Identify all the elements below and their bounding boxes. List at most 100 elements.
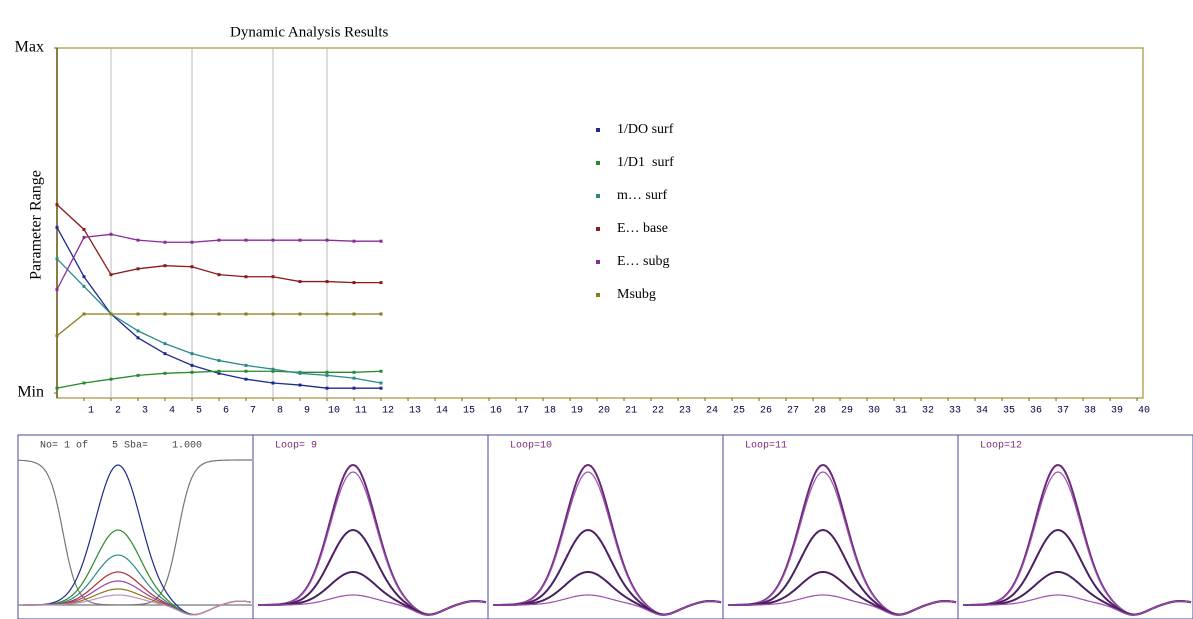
x-tick-label: 35 xyxy=(1003,406,1015,417)
x-tick-label: 18 xyxy=(544,406,556,417)
point xyxy=(190,240,194,244)
x-tick-label: 25 xyxy=(733,406,745,417)
point xyxy=(217,312,221,316)
y-tick-label: Min xyxy=(17,384,44,401)
point xyxy=(136,373,140,377)
point xyxy=(217,273,221,277)
series-line xyxy=(56,204,382,284)
point xyxy=(298,383,302,387)
preview-panel xyxy=(17,434,254,619)
point xyxy=(352,239,356,243)
preview-panel xyxy=(252,434,489,619)
x-tick-label: 7 xyxy=(250,406,256,417)
x-tick-label: 39 xyxy=(1111,406,1123,417)
point xyxy=(55,334,59,338)
x-tick-label: 16 xyxy=(490,406,502,417)
x-tick-label: 30 xyxy=(868,406,880,417)
x-tick-label: 22 xyxy=(652,406,664,417)
plot-frame xyxy=(56,47,1144,399)
point xyxy=(271,381,275,385)
point xyxy=(136,238,140,242)
point xyxy=(55,288,59,291)
point xyxy=(217,238,221,242)
point xyxy=(82,227,86,231)
point xyxy=(298,280,302,284)
point xyxy=(55,203,59,207)
point xyxy=(163,342,167,346)
point xyxy=(352,312,356,316)
point xyxy=(190,312,194,316)
x-tick-label: 20 xyxy=(598,406,610,417)
x-tick-label: 23 xyxy=(679,406,691,417)
x-tick-label: 31 xyxy=(895,406,907,417)
panel-label: Loop=10 xyxy=(510,441,552,452)
point xyxy=(190,352,194,356)
x-tick-label: 5 xyxy=(196,406,202,417)
series-line xyxy=(56,313,382,337)
x-tick-label: 6 xyxy=(223,406,229,417)
legend-label: E… base xyxy=(617,221,668,236)
point xyxy=(325,238,329,242)
legend-marker xyxy=(596,128,600,132)
point xyxy=(352,376,356,380)
point xyxy=(271,312,275,316)
point xyxy=(217,359,221,363)
point xyxy=(190,363,194,367)
x-tick-label: 21 xyxy=(625,406,637,417)
point xyxy=(109,232,113,236)
x-tick-label: 36 xyxy=(1030,406,1042,417)
point xyxy=(244,312,248,316)
x-tick-label: 15 xyxy=(463,406,475,417)
point xyxy=(352,281,356,285)
point xyxy=(379,281,383,285)
point xyxy=(379,312,383,316)
x-tick-label: 14 xyxy=(436,406,448,417)
point xyxy=(190,265,194,269)
point xyxy=(82,275,86,279)
point xyxy=(298,371,302,375)
x-tick-label: 1 xyxy=(88,406,94,417)
point xyxy=(244,275,248,279)
panel-curve xyxy=(22,594,252,616)
x-tick-label: 37 xyxy=(1057,406,1069,417)
x-tick-label: 38 xyxy=(1084,406,1096,417)
x-tick-label: 11 xyxy=(355,406,367,417)
point xyxy=(82,381,86,385)
point xyxy=(217,369,221,373)
point xyxy=(379,386,383,390)
point xyxy=(325,386,329,390)
preview-panel xyxy=(957,434,1193,619)
point xyxy=(244,363,248,367)
x-tick-label: 33 xyxy=(949,406,961,417)
point xyxy=(379,239,383,243)
point xyxy=(163,264,167,268)
point xyxy=(163,312,167,316)
point xyxy=(244,238,248,242)
point xyxy=(163,240,167,244)
legend-marker xyxy=(596,293,600,297)
point xyxy=(271,238,275,242)
point xyxy=(163,371,167,375)
chart-title: Dynamic Analysis Results xyxy=(230,24,388,40)
legend-marker xyxy=(596,161,600,165)
panel-curve xyxy=(962,594,1192,616)
x-tick-label: 10 xyxy=(328,406,340,417)
point xyxy=(163,352,167,356)
x-tick-label: 40 xyxy=(1138,406,1150,417)
point xyxy=(109,312,113,316)
point xyxy=(244,377,248,381)
point xyxy=(352,370,356,374)
point xyxy=(325,280,329,284)
x-tick-label: 9 xyxy=(304,406,310,417)
legend-marker xyxy=(596,260,600,264)
panel-label: Loop=11 xyxy=(745,441,787,452)
x-tick-label: 32 xyxy=(922,406,934,417)
point xyxy=(136,336,140,340)
point xyxy=(55,225,59,229)
point xyxy=(136,267,140,271)
legend-label: 1/DO surf xyxy=(617,122,674,137)
point xyxy=(109,377,113,381)
x-tick-label: 26 xyxy=(760,406,772,417)
preview-panel xyxy=(487,434,724,619)
